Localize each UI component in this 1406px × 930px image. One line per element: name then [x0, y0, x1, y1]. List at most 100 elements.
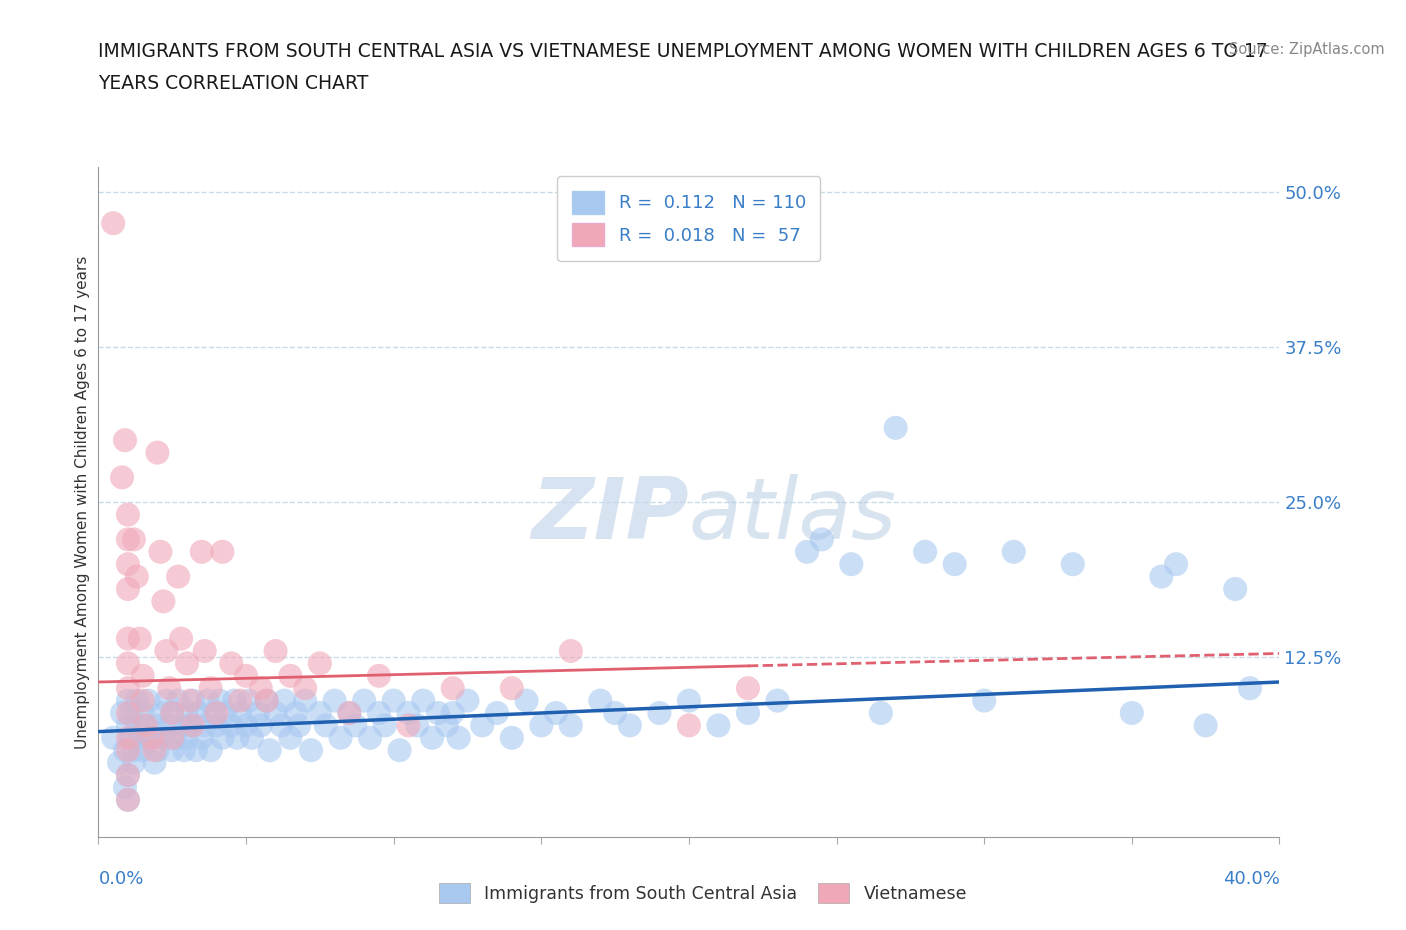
- Point: [170, 718, 193, 733]
- Point: [132, 706, 155, 721]
- Point: [515, 693, 537, 708]
- Point: [211, 730, 233, 745]
- Point: [224, 693, 246, 708]
- Point: [125, 693, 148, 708]
- Point: [436, 718, 458, 733]
- Point: [108, 755, 131, 770]
- Point: [103, 216, 125, 231]
- Point: [486, 706, 509, 721]
- Point: [1223, 581, 1246, 596]
- Point: [278, 669, 302, 684]
- Point: [737, 681, 759, 696]
- Point: [197, 693, 219, 708]
- Point: [285, 706, 308, 721]
- Point: [353, 693, 375, 708]
- Point: [315, 718, 337, 733]
- Point: [264, 644, 287, 658]
- Point: [374, 718, 396, 733]
- Point: [250, 681, 273, 696]
- Point: [309, 706, 332, 721]
- Point: [117, 656, 139, 671]
- Point: [368, 669, 391, 684]
- Point: [273, 693, 295, 708]
- Point: [162, 706, 183, 721]
- Point: [1164, 557, 1187, 572]
- Point: [162, 730, 183, 745]
- Point: [146, 743, 169, 758]
- Point: [117, 730, 139, 745]
- Point: [246, 706, 269, 721]
- Point: [143, 743, 166, 758]
- Point: [111, 470, 134, 485]
- Point: [200, 743, 222, 758]
- Point: [259, 743, 281, 758]
- Point: [219, 656, 242, 671]
- Point: [256, 693, 278, 708]
- Point: [270, 718, 292, 733]
- Point: [120, 706, 142, 721]
- Point: [214, 706, 236, 721]
- Point: [117, 557, 139, 572]
- Point: [117, 532, 139, 547]
- Point: [141, 730, 163, 745]
- Point: [176, 706, 198, 721]
- Point: [132, 743, 155, 758]
- Point: [149, 706, 172, 721]
- Point: [146, 718, 169, 733]
- Point: [179, 718, 201, 733]
- Point: [229, 706, 252, 721]
- Point: [605, 706, 627, 721]
- Point: [157, 718, 180, 733]
- Point: [219, 718, 242, 733]
- Point: [238, 693, 260, 708]
- Point: [839, 557, 862, 572]
- Point: [191, 730, 214, 745]
- Point: [211, 544, 233, 559]
- Point: [235, 669, 257, 684]
- Point: [149, 544, 172, 559]
- Point: [256, 693, 278, 708]
- Text: IMMIGRANTS FROM SOUTH CENTRAL ASIA VS VIETNAMESE UNEMPLOYMENT AMONG WOMEN WITH C: IMMIGRANTS FROM SOUTH CENTRAL ASIA VS VI…: [98, 42, 1268, 60]
- Point: [117, 631, 139, 646]
- Point: [114, 743, 136, 758]
- Point: [181, 718, 204, 733]
- Point: [810, 532, 832, 547]
- Point: [396, 718, 419, 733]
- Point: [176, 656, 198, 671]
- Point: [117, 767, 139, 782]
- Point: [344, 718, 367, 733]
- Point: [544, 706, 567, 721]
- Point: [117, 706, 139, 721]
- Text: ZIP: ZIP: [531, 474, 689, 557]
- Point: [162, 706, 183, 721]
- Point: [114, 432, 136, 447]
- Point: [155, 693, 177, 708]
- Point: [678, 718, 700, 733]
- Point: [117, 507, 139, 522]
- Point: [173, 743, 195, 758]
- Point: [406, 718, 429, 733]
- Point: [530, 718, 553, 733]
- Point: [359, 730, 381, 745]
- Point: [226, 730, 249, 745]
- Point: [278, 730, 302, 745]
- Legend: R =  0.112   N = 110, R =  0.018   N =  57: R = 0.112 N = 110, R = 0.018 N = 57: [557, 177, 821, 260]
- Point: [973, 693, 995, 708]
- Point: [1239, 681, 1261, 696]
- Point: [294, 693, 316, 708]
- Point: [648, 706, 671, 721]
- Point: [146, 445, 169, 460]
- Point: [560, 644, 582, 658]
- Point: [884, 420, 907, 435]
- Point: [420, 730, 443, 745]
- Point: [1150, 569, 1173, 584]
- Point: [120, 730, 142, 745]
- Point: [1195, 718, 1218, 733]
- Point: [294, 681, 316, 696]
- Point: [412, 693, 434, 708]
- Point: [117, 581, 139, 596]
- Point: [141, 730, 163, 745]
- Point: [264, 706, 287, 721]
- Point: [125, 718, 148, 733]
- Point: [165, 730, 187, 745]
